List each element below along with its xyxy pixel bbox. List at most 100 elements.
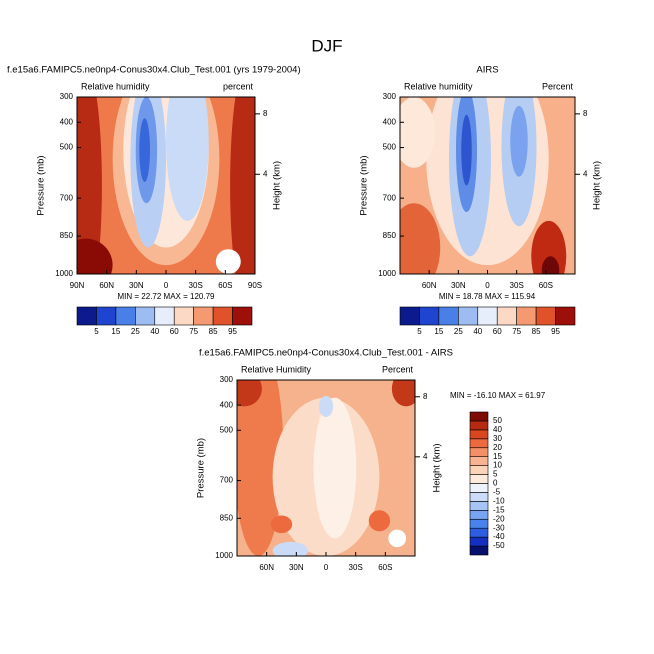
colorbar-box — [438, 306, 459, 326]
field-contour — [77, 238, 113, 274]
field-contour — [388, 529, 407, 548]
left-label: Relative humidity — [404, 81, 473, 91]
y-tick-label: 850 — [383, 231, 397, 240]
x-tick-label: 0 — [164, 281, 169, 290]
y-tick-label: 400 — [60, 117, 74, 126]
stats: MIN = 18.78 MAX = 115.94 — [439, 292, 536, 301]
y2-tick-label: 8 — [423, 392, 428, 401]
y-axis-label: Pressure (mb) — [359, 155, 370, 215]
colorbar-box — [469, 545, 489, 556]
colorbar-label: -10 — [493, 496, 505, 505]
colorbar-label: 85 — [532, 327, 541, 336]
colorbar-box — [232, 306, 253, 326]
x-tick-label: 60S — [539, 281, 553, 290]
colorbar-box — [535, 306, 556, 326]
colorbar-box — [469, 474, 489, 484]
right-label: Percent — [382, 364, 414, 374]
x-tick-label: 30S — [510, 281, 524, 290]
colorbar-box — [419, 306, 440, 326]
field-contour — [77, 97, 102, 274]
stats: MIN = -16.10 MAX = 61.97 — [450, 391, 546, 400]
colorbar-box — [469, 510, 489, 520]
field-contour — [166, 97, 209, 221]
stats: MIN = 22.72 MAX = 120.79 — [118, 292, 215, 301]
colorbar-box — [173, 306, 194, 326]
field-contour — [541, 256, 560, 274]
left-label: Relative Humidity — [241, 364, 312, 374]
colorbar-box — [76, 306, 97, 326]
y-axis-label: Pressure (mb) — [196, 438, 207, 498]
field-contour — [313, 397, 357, 539]
colorbar-box — [458, 306, 479, 326]
colorbar-box — [96, 306, 117, 326]
y-tick-label: 1000 — [378, 269, 396, 278]
x-tick-label: 60S — [378, 563, 392, 572]
field-contour — [270, 515, 293, 534]
colorbar-label: 30 — [493, 434, 502, 443]
left-label: Relative humidity — [81, 81, 150, 91]
field-contour — [391, 380, 415, 407]
field-contour — [237, 380, 262, 407]
colorbar-label: 40 — [150, 327, 159, 336]
y2-tick-label: 8 — [263, 109, 268, 118]
colorbar-box — [135, 306, 156, 326]
y2-axis-label: Height (km) — [592, 161, 603, 210]
colorbar-label: -20 — [493, 514, 505, 523]
y-axis-label: Pressure (mb) — [36, 155, 47, 215]
y-tick-label: 300 — [383, 92, 397, 101]
field-contour — [461, 114, 472, 186]
colorbar-label: -5 — [493, 488, 501, 497]
field-contour — [272, 541, 309, 556]
colorbar-label: 75 — [512, 327, 521, 336]
y2-axis-label: Height (km) — [272, 161, 283, 210]
x-tick-label: 60N — [99, 281, 114, 290]
colorbar-label: 50 — [493, 416, 502, 425]
colorbar-box — [469, 420, 489, 431]
y-tick-label: 700 — [383, 193, 397, 202]
panel-title: f.e15a6.FAMIPC5.ne0np4-Conus30x4.Club_Te… — [7, 65, 301, 76]
y-tick-label: 850 — [220, 513, 234, 522]
panel-title: f.e15a6.FAMIPC5.ne0np4-Conus30x4.Club_Te… — [199, 348, 453, 359]
field-contour — [237, 380, 284, 556]
contour-field — [237, 380, 415, 556]
y2-tick-label: 4 — [423, 452, 428, 461]
colorbar-label: 15 — [493, 452, 502, 461]
colorbar-label: 60 — [170, 327, 179, 336]
colorbar-label: -15 — [493, 505, 505, 514]
y-tick-label: 700 — [60, 193, 74, 202]
y2-tick-label: 4 — [263, 169, 268, 178]
colorbar-box — [399, 306, 420, 326]
colorbar-box — [469, 483, 489, 493]
colorbar-label: 60 — [493, 327, 502, 336]
colorbar-label: 40 — [493, 425, 502, 434]
y-tick-label: 500 — [60, 143, 74, 152]
right-label: Percent — [542, 81, 574, 91]
colorbar-box — [469, 465, 489, 475]
field-contour — [368, 510, 391, 532]
x-tick-label: 90S — [248, 281, 262, 290]
colorbar-box — [193, 306, 214, 326]
panel-title: AIRS — [476, 65, 498, 76]
colorbar-box — [469, 411, 489, 422]
colorbar-label: 10 — [493, 461, 502, 470]
colorbar-box — [469, 438, 489, 449]
colorbar-label: 5 — [493, 470, 498, 479]
y2-tick-label: 4 — [583, 169, 588, 178]
colorbar-label: 20 — [493, 443, 502, 452]
colorbar-box — [469, 536, 489, 547]
figure-title: DJF — [311, 36, 342, 55]
contour-field — [77, 97, 255, 274]
field-contour — [531, 220, 567, 274]
x-tick-label: 30N — [451, 281, 466, 290]
field-contour — [510, 105, 528, 177]
colorbar-label: 15 — [434, 327, 443, 336]
y-tick-label: 300 — [60, 92, 74, 101]
y-tick-label: 500 — [220, 425, 234, 434]
y2-tick-label: 8 — [583, 109, 588, 118]
field-contour — [318, 395, 334, 417]
x-tick-label: 0 — [485, 281, 490, 290]
x-tick-label: 30N — [129, 281, 144, 290]
colorbar-label: 15 — [111, 327, 120, 336]
colorbar-label: 0 — [493, 479, 498, 488]
colorbar-box — [469, 527, 489, 538]
